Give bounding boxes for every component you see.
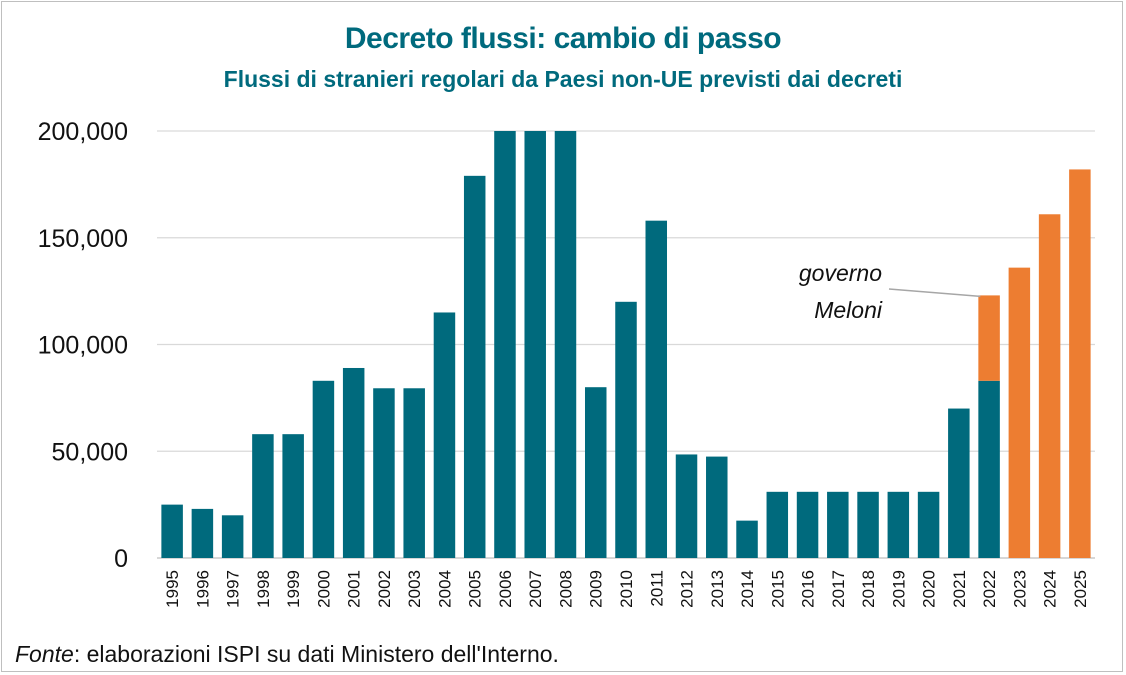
annotation: governo Meloni [799, 260, 981, 323]
bar-2012-teal [675, 454, 698, 558]
x-tick-label: 2013 [708, 570, 727, 608]
x-tick-label: 2019 [889, 570, 908, 608]
x-tick-label: 2024 [1041, 570, 1060, 608]
bar-2010-teal [615, 301, 637, 558]
chart-title: Decreto flussi: cambio di passo [344, 22, 782, 55]
bar-2015-teal [766, 491, 789, 558]
y-tick-label: 150,000 [38, 225, 128, 253]
y-tick-label: 0 [114, 545, 128, 573]
x-tick-label: 2006 [496, 570, 515, 608]
x-tick-label: 2005 [466, 570, 485, 608]
x-tick-label: 1999 [284, 570, 303, 608]
bar-2022-orange [978, 295, 1000, 381]
x-tick-label: 2012 [678, 570, 697, 608]
x-tick-label: 1998 [254, 570, 273, 608]
bars [161, 131, 1091, 559]
x-tick-label: 2021 [950, 570, 969, 608]
bar-2009-teal [584, 387, 607, 558]
source-text: : elaborazioni ISPI su dati Ministero de… [73, 641, 559, 667]
x-tick-label: 2001 [345, 570, 364, 608]
x-tick-label: 2009 [587, 570, 606, 608]
x-tick-label: 2011 [647, 570, 666, 607]
source-label: Fonte [15, 641, 74, 667]
bar-1996-teal [191, 508, 214, 558]
x-tick-label: 2022 [980, 570, 999, 608]
x-tick-label: 2002 [375, 570, 394, 608]
x-tick-label: 1995 [163, 570, 182, 608]
x-tick-label: 2014 [738, 570, 757, 608]
bar-2005-teal [463, 175, 486, 558]
annotation-line-2: Meloni [814, 297, 883, 323]
bar-1999-teal [282, 434, 304, 558]
bar-2019-teal [887, 491, 910, 558]
bar-1997-teal [221, 515, 244, 558]
bar-2001-teal [342, 367, 365, 558]
bar-2007-teal [524, 131, 546, 558]
x-tick-label: 2015 [768, 570, 787, 608]
x-tick-label: 2016 [799, 570, 818, 608]
x-tick-label: 2018 [859, 570, 878, 608]
x-tick-label: 1996 [193, 570, 212, 608]
annotation-line-1: governo [799, 260, 882, 286]
bar-2002-teal [373, 388, 395, 558]
x-tick-label: 2007 [526, 570, 545, 608]
x-tick-label: 2025 [1071, 570, 1090, 608]
bar-2025-orange [1069, 169, 1091, 558]
bar-1998-teal [252, 434, 274, 558]
source-note: Fonte: elaborazioni ISPI su dati Ministe… [15, 641, 559, 668]
bar-2017-teal [827, 491, 849, 558]
bar-2000-teal [312, 380, 335, 558]
y-tick-label: 200,000 [38, 118, 128, 146]
x-tick-label: 2000 [314, 570, 333, 608]
y-axis-ticks: 0 50,000 100,000 150,000 200,000 [38, 118, 128, 573]
chart-subtitle: Flussi di stranieri regolari da Paesi no… [223, 66, 903, 92]
bar-2014-teal [736, 520, 758, 558]
bar-1995-teal [161, 504, 183, 558]
annotation-pointer [888, 288, 981, 298]
bar-2021-teal [948, 408, 970, 558]
bar-2016-teal [796, 491, 819, 558]
bar-2022-teal [978, 380, 1000, 558]
bar-2006-teal [494, 131, 516, 558]
bar-2018-teal [857, 491, 879, 558]
x-tick-label: 2008 [556, 570, 575, 608]
x-tick-label: 1997 [224, 570, 243, 608]
y-tick-label: 100,000 [38, 332, 128, 360]
x-tick-label: 2004 [435, 570, 454, 608]
bar-2003-teal [403, 388, 425, 558]
x-tick-label: 2003 [405, 570, 424, 608]
x-tick-label: 2020 [920, 570, 939, 608]
x-tick-label: 2010 [617, 570, 636, 608]
x-tick-label: 2017 [829, 570, 848, 608]
x-tick-label: 2023 [1010, 570, 1029, 608]
bar-2011-teal [645, 220, 668, 559]
bar-2013-teal [706, 456, 728, 558]
bar-2004-teal [433, 312, 456, 558]
x-axis-ticks: 1995 1996 1997 1998 1999 2000 2001 2002 2003 2004… [163, 570, 1090, 608]
bar-2020-teal [917, 491, 940, 558]
bar-2024-orange [1038, 214, 1061, 558]
bar-2023-orange [1008, 267, 1031, 558]
bar-2008-teal [554, 131, 577, 558]
y-tick-label: 50,000 [52, 438, 128, 466]
